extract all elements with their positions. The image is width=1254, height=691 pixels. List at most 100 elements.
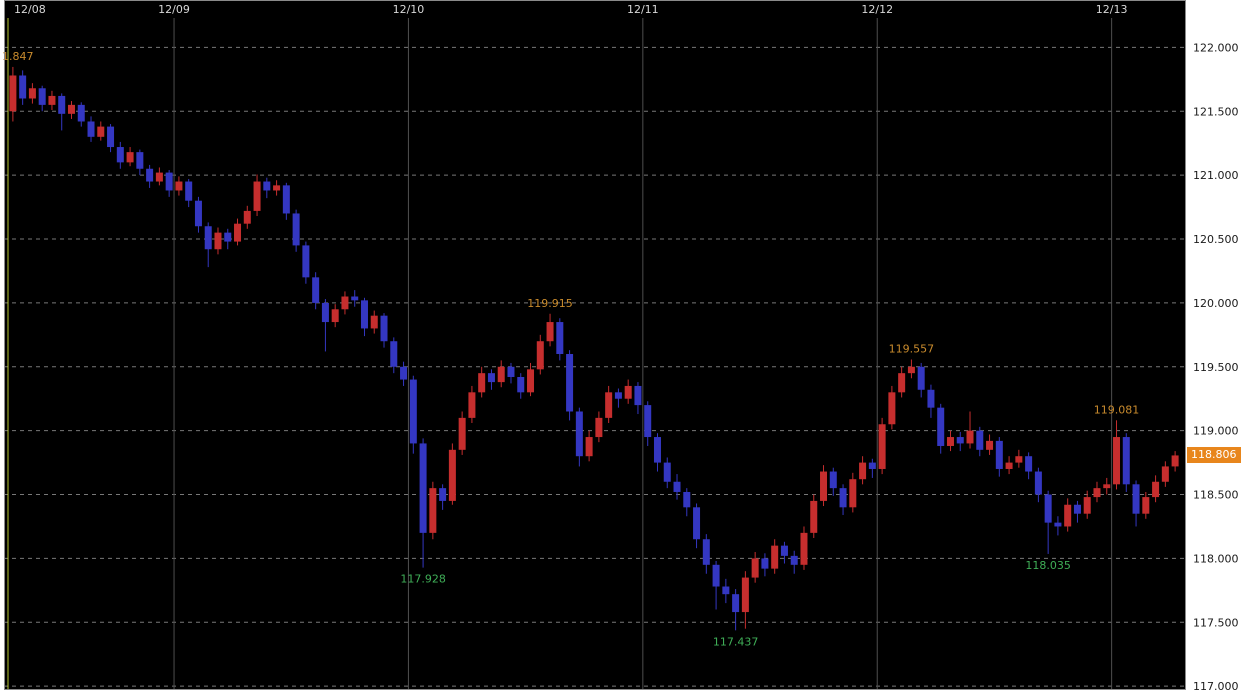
candle-up [234, 223, 242, 242]
chart-plot-area[interactable] [4, 0, 1186, 690]
candle-down [312, 277, 320, 303]
candle-up [331, 309, 339, 323]
candle-down [1073, 504, 1081, 514]
candle-up [888, 392, 896, 425]
candle-up [1152, 481, 1160, 498]
date-axis-label: 12/12 [861, 3, 893, 16]
date-axis-label: 12/09 [158, 3, 190, 16]
candle-up [1083, 497, 1091, 514]
candle-down [556, 322, 564, 354]
price-axis-label: 119.000 [1193, 425, 1239, 438]
candle-down [282, 185, 290, 214]
candle-down [136, 152, 144, 169]
candle-up [741, 577, 749, 613]
candle-up [253, 181, 261, 211]
candle-down [107, 126, 115, 148]
candle-up [536, 341, 544, 370]
candle-down [439, 488, 447, 501]
candle-up [966, 430, 974, 444]
candle-down [517, 376, 525, 393]
candle-up [1171, 455, 1179, 467]
candle-up [9, 75, 17, 112]
candle-down [1044, 494, 1052, 523]
swing-high-label: 119.557 [889, 342, 935, 355]
candle-down [653, 437, 661, 463]
candle-down [839, 488, 847, 508]
candle-down [937, 407, 945, 446]
current-price-badge: 118.806 [1187, 447, 1241, 464]
candle-down [927, 389, 935, 408]
candle-down [1025, 456, 1033, 472]
price-axis-label: 122.000 [1193, 41, 1239, 54]
candle-up [243, 210, 251, 224]
candle-up [370, 315, 378, 329]
candle-up [595, 417, 603, 438]
candle-down [673, 481, 681, 492]
candle-up [605, 392, 613, 418]
candle-up [1142, 497, 1150, 514]
date-axis-label: 12/08 [14, 3, 46, 16]
candle-up [946, 437, 954, 446]
candle-up [849, 479, 857, 508]
candle-up [273, 185, 281, 191]
price-axis-label: 119.500 [1193, 361, 1239, 374]
price-axis-label: 118.000 [1193, 552, 1239, 565]
candle-down [487, 373, 495, 383]
candle-down [390, 341, 398, 367]
candle-up [48, 95, 56, 105]
candle-down [1054, 522, 1062, 527]
candle-down [712, 564, 720, 587]
candle-up [497, 366, 505, 383]
candle-up [859, 462, 867, 480]
candle-up [624, 385, 632, 399]
candle-down [185, 181, 193, 201]
candle-down [634, 385, 642, 406]
candle-down [19, 75, 27, 99]
candle-up [341, 296, 349, 310]
candle-down [790, 555, 798, 565]
candle-up [214, 232, 222, 250]
candle-up [527, 369, 535, 393]
candle-down [194, 200, 202, 227]
candle-up [1113, 437, 1121, 485]
candle-down [87, 121, 95, 137]
candle-up [1015, 456, 1023, 463]
swing-high-label: 119.081 [1094, 403, 1140, 416]
candle-down [360, 300, 368, 329]
candle-down [321, 302, 329, 323]
candle-up [175, 181, 183, 191]
candle-down [204, 226, 212, 250]
price-axis-label: 118.500 [1193, 489, 1239, 502]
swing-low-label: 117.437 [713, 635, 759, 648]
date-axis-label: 12/10 [393, 3, 425, 16]
candle-down [868, 462, 876, 469]
candle-up [155, 172, 163, 182]
date-axis-label: 12/13 [1096, 3, 1128, 16]
price-axis-label: 117.000 [1193, 680, 1239, 691]
swing-high-label: 1.847 [2, 50, 34, 63]
candle-down [146, 168, 154, 182]
candle-down [683, 491, 691, 508]
candle-up [820, 471, 828, 501]
swing-high-label: 119.915 [527, 297, 573, 310]
candle-up [546, 322, 554, 342]
candle-up [429, 488, 437, 533]
candle-up [907, 366, 915, 374]
candle-up [1103, 484, 1111, 489]
candle-down [224, 232, 232, 242]
candle-down [614, 392, 622, 399]
candle-down [263, 181, 271, 191]
candle-up [751, 558, 759, 578]
candle-down [419, 443, 427, 533]
candle-down [693, 507, 701, 540]
candle-down [507, 366, 515, 377]
candle-down [380, 315, 388, 342]
candle-down [1034, 471, 1042, 495]
swing-low-label: 118.035 [1025, 559, 1071, 572]
candle-down [351, 296, 359, 301]
candle-down [722, 586, 730, 595]
candle-down [761, 558, 769, 569]
candle-down [702, 539, 710, 565]
